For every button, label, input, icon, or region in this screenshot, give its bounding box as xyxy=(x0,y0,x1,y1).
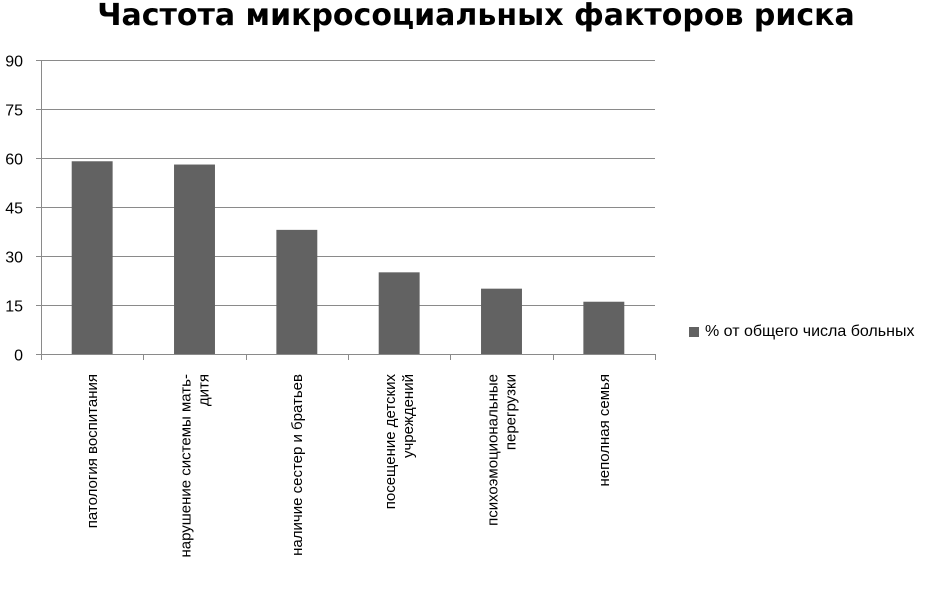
x-category-label-line: перегрузки xyxy=(503,374,520,450)
axes xyxy=(36,60,656,360)
chart-title: Частота микросоциальных факторов риска xyxy=(97,0,855,33)
y-tick-label: 75 xyxy=(5,103,23,120)
x-category-label-line: наличие сестер и братьев xyxy=(289,374,306,556)
bar xyxy=(276,229,318,354)
bar xyxy=(378,272,420,354)
x-category-label: нарушение системы мать-дитя xyxy=(178,374,213,558)
x-category-label: патология воспитания xyxy=(84,374,101,528)
bar xyxy=(583,301,625,354)
y-tick-label: 0 xyxy=(14,348,23,365)
y-tick-label: 30 xyxy=(5,250,23,267)
legend: % от общего числа больных xyxy=(689,323,914,341)
x-category-labels: патология воспитания нарушение системы ма… xyxy=(84,373,613,557)
legend-label: % от общего числа больных xyxy=(705,323,915,340)
x-category-label-line: психоэмоциональные xyxy=(485,374,502,526)
bars xyxy=(71,161,625,354)
x-category-label-line: патология воспитания xyxy=(84,374,101,528)
y-tick-label: 15 xyxy=(5,299,23,316)
x-category-label-line: нарушение системы мать- xyxy=(178,374,195,558)
x-category-label: психоэмоциональные перегрузки xyxy=(485,374,520,526)
bar xyxy=(71,161,113,354)
y-tick-label: 60 xyxy=(5,152,23,169)
y-tick-label: 90 xyxy=(5,54,23,71)
gridlines xyxy=(41,60,655,355)
x-category-label: посещение детских учреждений xyxy=(382,373,417,509)
x-category-label-line: неполная семья xyxy=(596,374,613,487)
x-category-label-line: учреждений xyxy=(400,374,417,458)
x-category-label: наличие сестер и братьев xyxy=(289,374,306,556)
x-category-label-line: дитя xyxy=(196,374,213,406)
bar xyxy=(481,288,522,354)
x-category-label: неполная семья xyxy=(596,374,613,487)
bar xyxy=(174,164,215,354)
legend-swatch xyxy=(689,327,699,337)
y-tick-labels: 0 15 30 45 60 75 90 xyxy=(5,54,23,365)
y-tick-label: 45 xyxy=(5,201,23,218)
x-category-label-line: посещение детских xyxy=(382,373,399,509)
